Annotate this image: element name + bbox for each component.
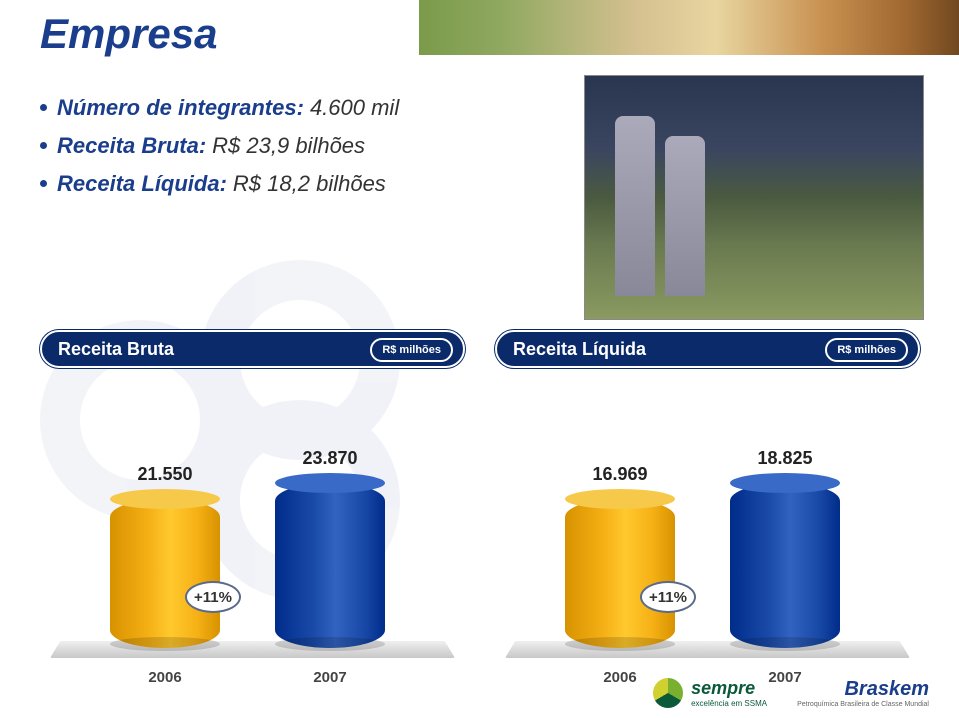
page-title: Empresa [40, 10, 217, 58]
braskem-subtext: Petroquímica Brasileira de Classe Mundia… [797, 701, 929, 708]
chart-bar-shadow [565, 637, 675, 651]
sempre-subtext: excelência em SSMA [691, 699, 767, 708]
sempre-text: sempre [691, 678, 755, 698]
chart-value-label: 16.969 [565, 464, 675, 485]
chart-bar-shadow [110, 637, 220, 651]
braskem-logo: Braskem Petroquímica Brasileira de Class… [797, 678, 929, 708]
bullet-dot-icon [40, 142, 47, 149]
bullet-item: Número de integrantes:4.600 mil [40, 95, 399, 121]
charts-row: Receita Bruta R$ milhões 21.550200623.8702… [40, 330, 920, 678]
chart-bar-body [565, 499, 675, 648]
chart-bar-body [730, 483, 840, 648]
chart-bar-body [275, 483, 385, 648]
chart-header: Receita Líquida R$ milhões [495, 330, 920, 368]
header-image-strip [419, 0, 959, 55]
factory-photo [584, 75, 924, 320]
bullet-item: Receita Líquida:R$ 18,2 bilhões [40, 171, 399, 197]
chart-unit-badge: R$ milhões [825, 338, 908, 362]
growth-badge: +11% [185, 581, 241, 613]
chart-header: Receita Bruta R$ milhões [40, 330, 465, 368]
chart-bar-top [730, 473, 840, 493]
chart-unit-badge: R$ milhões [370, 338, 453, 362]
chart-bar [275, 483, 385, 648]
bullet-dot-icon [40, 104, 47, 111]
chart-area: 21.550200623.8702007+11% [40, 388, 465, 678]
chart-bar [730, 483, 840, 648]
bullet-list: Número de integrantes:4.600 mil Receita B… [40, 95, 399, 209]
chart-bar [110, 499, 220, 648]
chart-bar-shadow [275, 637, 385, 651]
bullet-item: Receita Bruta:R$ 23,9 bilhões [40, 133, 399, 159]
chart-bar-shadow [730, 637, 840, 651]
chart-bar-body [110, 499, 220, 648]
bullet-label: Receita Bruta: [57, 133, 206, 159]
bullet-value: R$ 18,2 bilhões [233, 171, 386, 197]
bullet-value: R$ 23,9 bilhões [212, 133, 365, 159]
chart-title: Receita Líquida [513, 339, 646, 360]
chart-bar [565, 499, 675, 648]
sempre-logo: sempre excelência em SSMA [653, 678, 767, 708]
chart-block: Receita Bruta R$ milhões 21.550200623.8702… [40, 330, 465, 678]
footer-logos: sempre excelência em SSMA Braskem Petroq… [653, 678, 929, 708]
growth-badge: +11% [640, 581, 696, 613]
chart-year-label: 2006 [110, 669, 220, 686]
chart-value-label: 18.825 [730, 448, 840, 469]
chart-value-label: 23.870 [275, 448, 385, 469]
braskem-text: Braskem [844, 678, 929, 700]
chart-bar-top [110, 489, 220, 509]
sempre-mark-icon [653, 678, 683, 708]
chart-block: Receita Líquida R$ milhões 16.969200618.82… [495, 330, 920, 678]
bullet-label: Número de integrantes: [57, 95, 304, 121]
chart-year-label: 2007 [275, 669, 385, 686]
bullet-label: Receita Líquida: [57, 171, 227, 197]
bullet-value: 4.600 mil [310, 95, 399, 121]
bullet-dot-icon [40, 180, 47, 187]
chart-bar-top [275, 473, 385, 493]
chart-bar-top [565, 489, 675, 509]
chart-title: Receita Bruta [58, 339, 174, 360]
chart-value-label: 21.550 [110, 464, 220, 485]
chart-area: 16.969200618.8252007+11% [495, 388, 920, 678]
